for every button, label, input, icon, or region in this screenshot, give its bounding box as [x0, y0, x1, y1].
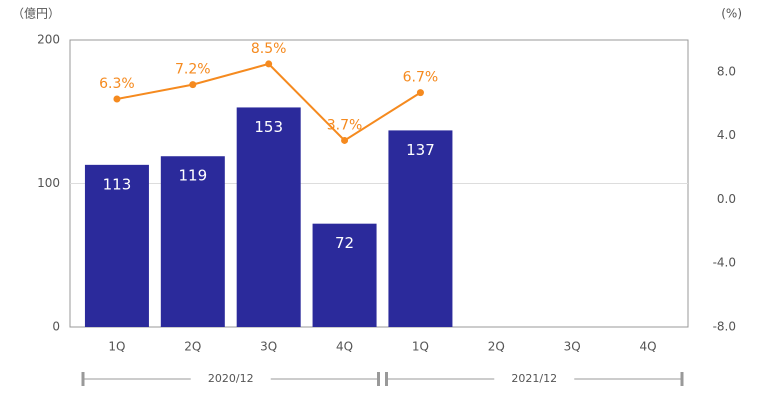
x-tick-label: 3Q: [260, 340, 277, 354]
x-tick-label: 1Q: [412, 340, 429, 354]
y-tick-label: 100: [37, 176, 60, 190]
line-point: [416, 89, 424, 97]
line-point: [113, 95, 121, 103]
x-tick-label: 3Q: [564, 340, 581, 354]
bar: [84, 164, 149, 327]
y2-tick-label: -8.0: [713, 320, 736, 334]
bar-value-label: 113: [103, 175, 132, 193]
line-value-label: 6.3%: [99, 76, 135, 92]
x-tick-label: 2Q: [488, 340, 505, 354]
group-label: 2021/12: [511, 372, 557, 385]
line-value-label: 8.5%: [251, 41, 287, 57]
line-point: [341, 136, 349, 144]
line-point: [265, 60, 273, 68]
bar: [388, 130, 453, 327]
line-value-label: 6.7%: [403, 70, 439, 86]
line-point: [189, 81, 197, 89]
bar: [236, 107, 301, 327]
y2-axis-label: (%): [721, 7, 742, 21]
bar: [160, 156, 225, 327]
y-axis-label: （億円）: [12, 7, 60, 21]
y-tick-label: 200: [37, 33, 60, 47]
x-tick-label: 1Q: [108, 340, 125, 354]
x-tick-label: 4Q: [336, 340, 353, 354]
y2-tick-label: 8.0: [717, 64, 736, 78]
line-value-label: 3.7%: [327, 117, 363, 133]
y-tick-label: 0: [52, 320, 60, 334]
bar: [312, 223, 377, 327]
x-tick-label: 2Q: [184, 340, 201, 354]
bar-value-label: 72: [335, 234, 354, 252]
group-label: 2020/12: [208, 372, 254, 385]
x-tick-label: 4Q: [640, 340, 657, 354]
bar-value-label: 119: [178, 167, 207, 185]
y2-tick-label: 0.0: [717, 192, 736, 206]
y2-tick-label: 4.0: [717, 128, 736, 142]
y2-tick-label: -4.0: [713, 256, 736, 270]
bar-value-label: 153: [254, 118, 283, 136]
line-value-label: 7.2%: [175, 62, 211, 78]
bar-value-label: 137: [406, 141, 435, 159]
